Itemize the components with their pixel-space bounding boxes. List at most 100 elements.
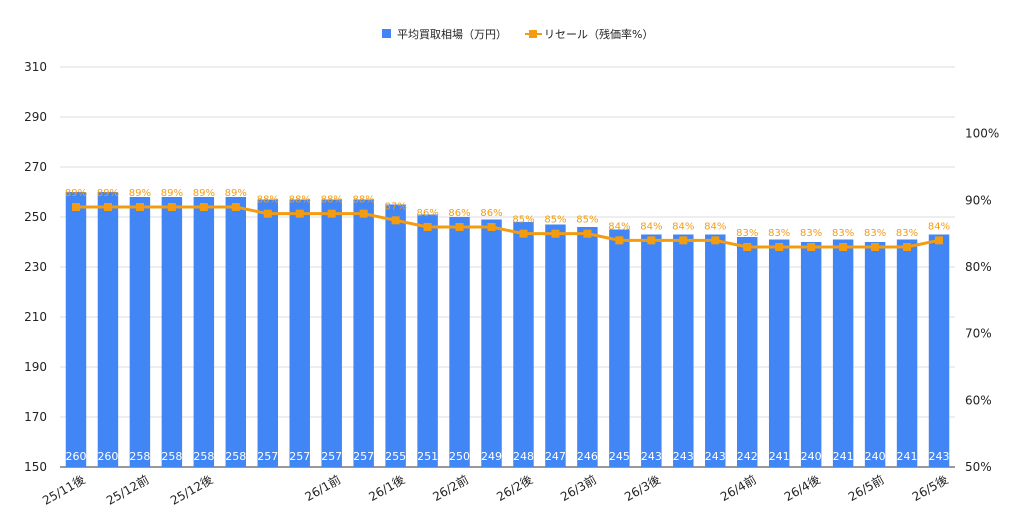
line-point-10	[391, 216, 400, 225]
line-point-26	[903, 243, 912, 251]
y-left-tick-270: 270	[24, 160, 47, 174]
line-label-8: 88%	[321, 195, 343, 206]
bar-label-27: 243	[929, 450, 950, 463]
y-axis-right: 50% 60% 70% 80% 90% 100%	[965, 127, 999, 474]
line-label-18: 84%	[640, 221, 662, 232]
x-tick-18: 26/3後	[622, 472, 663, 504]
line-point-6	[263, 209, 272, 218]
bar-20	[705, 234, 726, 467]
bar-label-25: 240	[865, 450, 886, 463]
line-label-11: 86%	[416, 208, 438, 219]
bar-label-3: 258	[161, 450, 182, 463]
bar-17	[609, 229, 630, 467]
legend: 平均買取相場（万円） リセール（残価率%）	[382, 27, 653, 41]
bar-label-26: 241	[897, 450, 918, 463]
line-label-3: 89%	[161, 188, 183, 199]
legend-swatch-0	[382, 29, 391, 38]
line-label-17: 84%	[608, 221, 630, 232]
bar-label-18: 243	[641, 450, 662, 463]
bar-26	[896, 239, 918, 467]
y-right-tick-100: 100%	[965, 127, 999, 141]
bar-data-labels: 260 260 258 258 258 258 257 257 257 257 255 251 250 2…	[65, 450, 949, 463]
bar-label-0: 260	[65, 450, 86, 463]
line-point-25	[871, 243, 880, 251]
x-tick-16: 26/3前	[558, 472, 599, 504]
x-tick-4: 25/12後	[168, 472, 215, 507]
bar-label-11: 251	[417, 450, 438, 463]
bar-label-9: 257	[353, 450, 374, 463]
bar-16	[577, 227, 598, 467]
x-axis: 25/11後 25/12前 25/12後 26/1前 26/1後 26/2前 26/2後 26…	[40, 472, 950, 508]
bar-11	[417, 214, 438, 467]
y-right-tick-50: 50%	[965, 460, 992, 474]
line-label-9: 88%	[353, 195, 375, 206]
line-point-12	[455, 223, 464, 231]
bar-9	[353, 199, 374, 467]
x-tick-21: 26/4前	[717, 472, 758, 504]
bar-4	[193, 197, 215, 467]
y-right-tick-70: 70%	[965, 327, 992, 341]
y-left-tick-150: 150	[24, 460, 47, 474]
x-tick-0: 25/11後	[40, 472, 87, 507]
bar-25	[864, 242, 886, 467]
line-label-13: 86%	[480, 208, 502, 219]
line-point-11	[423, 223, 432, 231]
bar-label-7: 257	[289, 450, 310, 463]
x-tick-14: 26/2後	[494, 472, 535, 504]
line-point-5	[231, 203, 240, 211]
bar-series	[65, 192, 950, 467]
y-left-tick-250: 250	[24, 210, 47, 224]
line-point-27	[935, 236, 944, 245]
bar-22	[768, 239, 790, 467]
line-point-17	[615, 236, 624, 245]
legend-label-0: 平均買取相場（万円）	[397, 28, 507, 41]
x-tick-25: 26/5前	[845, 472, 886, 504]
y-left-tick-190: 190	[24, 360, 47, 374]
bar-label-23: 240	[801, 450, 822, 463]
bar-label-4: 258	[193, 450, 214, 463]
bar-label-10: 255	[385, 450, 406, 463]
line-label-25: 83%	[864, 228, 886, 239]
bar-6	[257, 199, 278, 467]
line-series	[71, 203, 944, 251]
bar-label-16: 246	[577, 450, 598, 463]
bar-label-21: 242	[737, 450, 758, 463]
line-label-12: 86%	[448, 208, 470, 219]
y-left-tick-290: 290	[24, 110, 47, 124]
bar-0	[65, 192, 87, 467]
bar-2	[129, 197, 151, 467]
line-label-6: 88%	[257, 195, 279, 206]
bar-15	[545, 224, 566, 467]
line-path	[75, 205, 940, 249]
line-point-9	[359, 209, 368, 218]
bar-label-5: 258	[225, 450, 246, 463]
line-point-18	[647, 236, 656, 245]
y-axis-left: 150 170 190 210 230 250 270 290 310	[24, 60, 47, 474]
line-label-26: 83%	[896, 228, 918, 239]
line-point-0	[71, 203, 80, 211]
line-label-20: 84%	[704, 221, 726, 232]
line-label-0: 89%	[65, 188, 87, 199]
line-point-16	[583, 229, 592, 238]
bar-5	[225, 197, 247, 467]
bar-8	[321, 199, 342, 467]
line-point-7	[295, 209, 304, 218]
line-label-2: 89%	[129, 188, 151, 199]
bar-label-24: 241	[833, 450, 854, 463]
bar-label-6: 257	[257, 450, 278, 463]
bar-label-19: 243	[673, 450, 694, 463]
line-label-21: 83%	[736, 228, 758, 239]
bar-label-8: 257	[321, 450, 342, 463]
line-label-1: 89%	[97, 188, 119, 199]
y-right-tick-60: 60%	[965, 393, 992, 407]
bar-label-13: 249	[481, 450, 502, 463]
y-left-tick-210: 210	[24, 310, 47, 324]
x-tick-2: 25/12前	[104, 472, 152, 508]
x-tick-8: 26/1前	[302, 472, 343, 504]
x-tick-12: 26/2前	[430, 472, 471, 504]
line-point-15	[551, 229, 560, 238]
bar-7	[289, 199, 310, 467]
y-left-tick-230: 230	[24, 260, 47, 274]
